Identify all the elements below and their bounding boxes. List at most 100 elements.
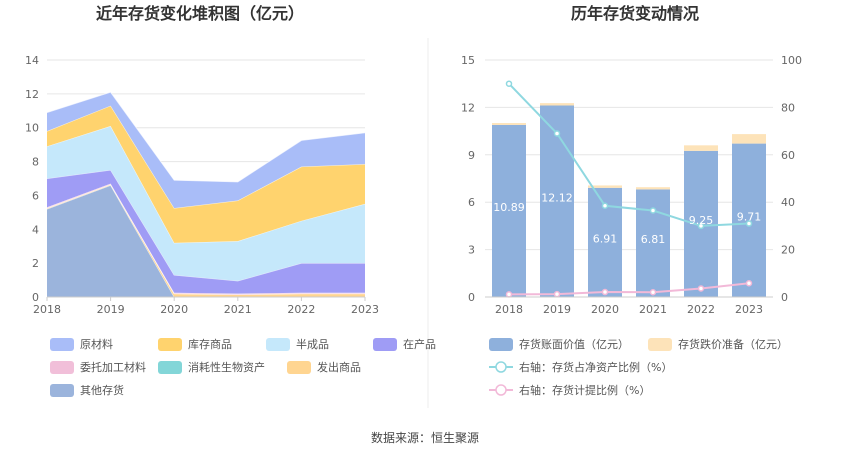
left-y-tick-label: 8 [32, 156, 39, 169]
bar-value-label: 9.71 [737, 210, 762, 223]
line-point-2 [601, 202, 609, 210]
legend-label-3: 右轴：存货计提比例（%） [519, 383, 650, 397]
right-y-left-tick-label: 6 [468, 196, 475, 209]
right-x-tick-label: 2018 [495, 303, 523, 316]
left-y-tick-label: 4 [32, 223, 39, 236]
left-y-tick-label: 10 [25, 122, 39, 135]
legend-label-book-value: 存货账面价值（亿元） [519, 337, 629, 351]
data-source-note: 数据来源：恒生聚源 [371, 430, 479, 445]
legend-label-5: 半成品 [296, 337, 329, 351]
legend-label-4: 在产品 [403, 337, 436, 351]
line-point-3 [601, 288, 609, 296]
bar-value-label: 6.91 [593, 232, 618, 245]
line-point-2 [745, 220, 753, 227]
right-y-left-tick-label: 9 [468, 149, 475, 162]
right-chart-title: 历年存货变动情况 [571, 4, 699, 23]
legend-swatch-1 [287, 361, 311, 374]
left-x-tick-label: 2020 [160, 303, 188, 316]
right-y-left-tick-label: 12 [461, 101, 475, 114]
bar-value-label: 10.89 [493, 201, 525, 214]
right-y-right-tick-label: 80 [781, 101, 795, 114]
bar-impairment [588, 185, 622, 188]
line-point-3 [553, 290, 561, 298]
line-point-2 [505, 80, 513, 87]
bar-value-label: 9.25 [689, 214, 714, 227]
bar-book-value [492, 124, 526, 297]
left-y-tick-label: 12 [25, 88, 39, 101]
area-series-0 [47, 185, 365, 297]
bar-value-label: 6.81 [641, 233, 666, 246]
bar-impairment [540, 103, 574, 106]
bar-impairment [492, 123, 526, 125]
right-x-tick-label: 2023 [735, 303, 763, 316]
left-y-tick-label: 2 [32, 257, 39, 270]
legend-label-1: 发出商品 [317, 360, 361, 374]
legend-swatch-2 [158, 361, 182, 374]
right-chart-bars [492, 103, 766, 297]
line-point-2 [553, 130, 561, 137]
left-y-tick-label: 6 [32, 189, 39, 202]
left-chart-axes: 0 2 4 6 8 10 12 14 2018 2019 2020 2021 2022 2023 [25, 54, 379, 316]
area-series-4 [47, 170, 365, 294]
legend-swatch-4 [373, 338, 397, 351]
legend-swatch-impairment [648, 338, 672, 351]
legend-swatch-5 [266, 338, 290, 351]
legend-label-7: 原材料 [80, 337, 113, 351]
right-y-left-tick-label: 15 [461, 54, 475, 67]
line-point-2 [649, 207, 657, 214]
right-chart-legend: 存货账面价值（亿元） 存货跌价准备（亿元） 右轴：存货占净资产比例（%） 右轴：存货计… [489, 337, 788, 397]
right-y-right-tick-label: 60 [781, 149, 795, 162]
right-chart-lines: 10.89 12.12 6.91 6.81 9.25 9.71 [493, 80, 762, 298]
legend-swatch-0 [50, 384, 74, 397]
right-x-tick-label: 2022 [687, 303, 715, 316]
left-x-tick-label: 2019 [97, 303, 125, 316]
area-edge-4 [46, 169, 365, 282]
bar-value-label: 12.12 [541, 191, 573, 204]
line-series-3 [508, 282, 750, 296]
left-x-tick-label: 2023 [351, 303, 379, 316]
legend-marker-2 [495, 361, 507, 373]
area-edge-7 [46, 91, 366, 183]
legend-swatch-6 [158, 338, 182, 351]
left-chart-areas [46, 91, 366, 298]
line-point-3 [745, 280, 753, 287]
line-point-2 [697, 222, 705, 230]
line-point-3 [649, 289, 657, 296]
line-series-2 [508, 83, 750, 227]
right-y-right-tick-label: 0 [781, 291, 788, 304]
legend-label-impairment: 存货跌价准备（亿元） [678, 337, 788, 351]
legend-label-2: 消耗性生物资产 [188, 360, 265, 374]
right-x-tick-label: 2019 [543, 303, 571, 316]
right-y-right-tick-label: 20 [781, 244, 795, 257]
area-series-7 [47, 92, 365, 209]
left-x-tick-label: 2022 [287, 303, 315, 316]
area-series-6 [47, 105, 365, 243]
left-x-tick-label: 2021 [224, 303, 252, 316]
legend-swatch-book-value [489, 338, 513, 351]
legend-label-6: 库存商品 [188, 337, 232, 351]
right-chart-axes: 0 3 6 9 12 15 0 20 40 60 80 100 2018 2019 2020 2021 2022… [461, 54, 802, 316]
right-x-tick-label: 2020 [591, 303, 619, 316]
legend-swatch-3 [50, 361, 74, 374]
right-y-right-tick-label: 40 [781, 196, 795, 209]
area-series-5 [47, 126, 365, 281]
bar-impairment [732, 134, 766, 144]
right-y-left-tick-label: 3 [468, 244, 475, 257]
left-chart-title: 近年存货变化堆积图（亿元） [96, 4, 304, 23]
bar-book-value [540, 105, 574, 297]
left-x-tick-label: 2018 [33, 303, 61, 316]
legend-swatch-7 [50, 338, 74, 351]
right-y-left-tick-label: 0 [468, 291, 475, 304]
left-y-tick-label: 0 [32, 291, 39, 304]
bar-impairment [636, 187, 670, 190]
bar-impairment [684, 145, 718, 151]
right-chart-grid [485, 59, 773, 298]
legend-marker-3 [495, 384, 507, 396]
legend-label-3: 委托加工材料 [80, 360, 146, 374]
left-y-tick-label: 14 [25, 54, 39, 67]
line-point-3 [697, 285, 705, 292]
legend-label-0: 其他存货 [80, 383, 124, 397]
right-y-right-tick-label: 100 [781, 54, 802, 67]
